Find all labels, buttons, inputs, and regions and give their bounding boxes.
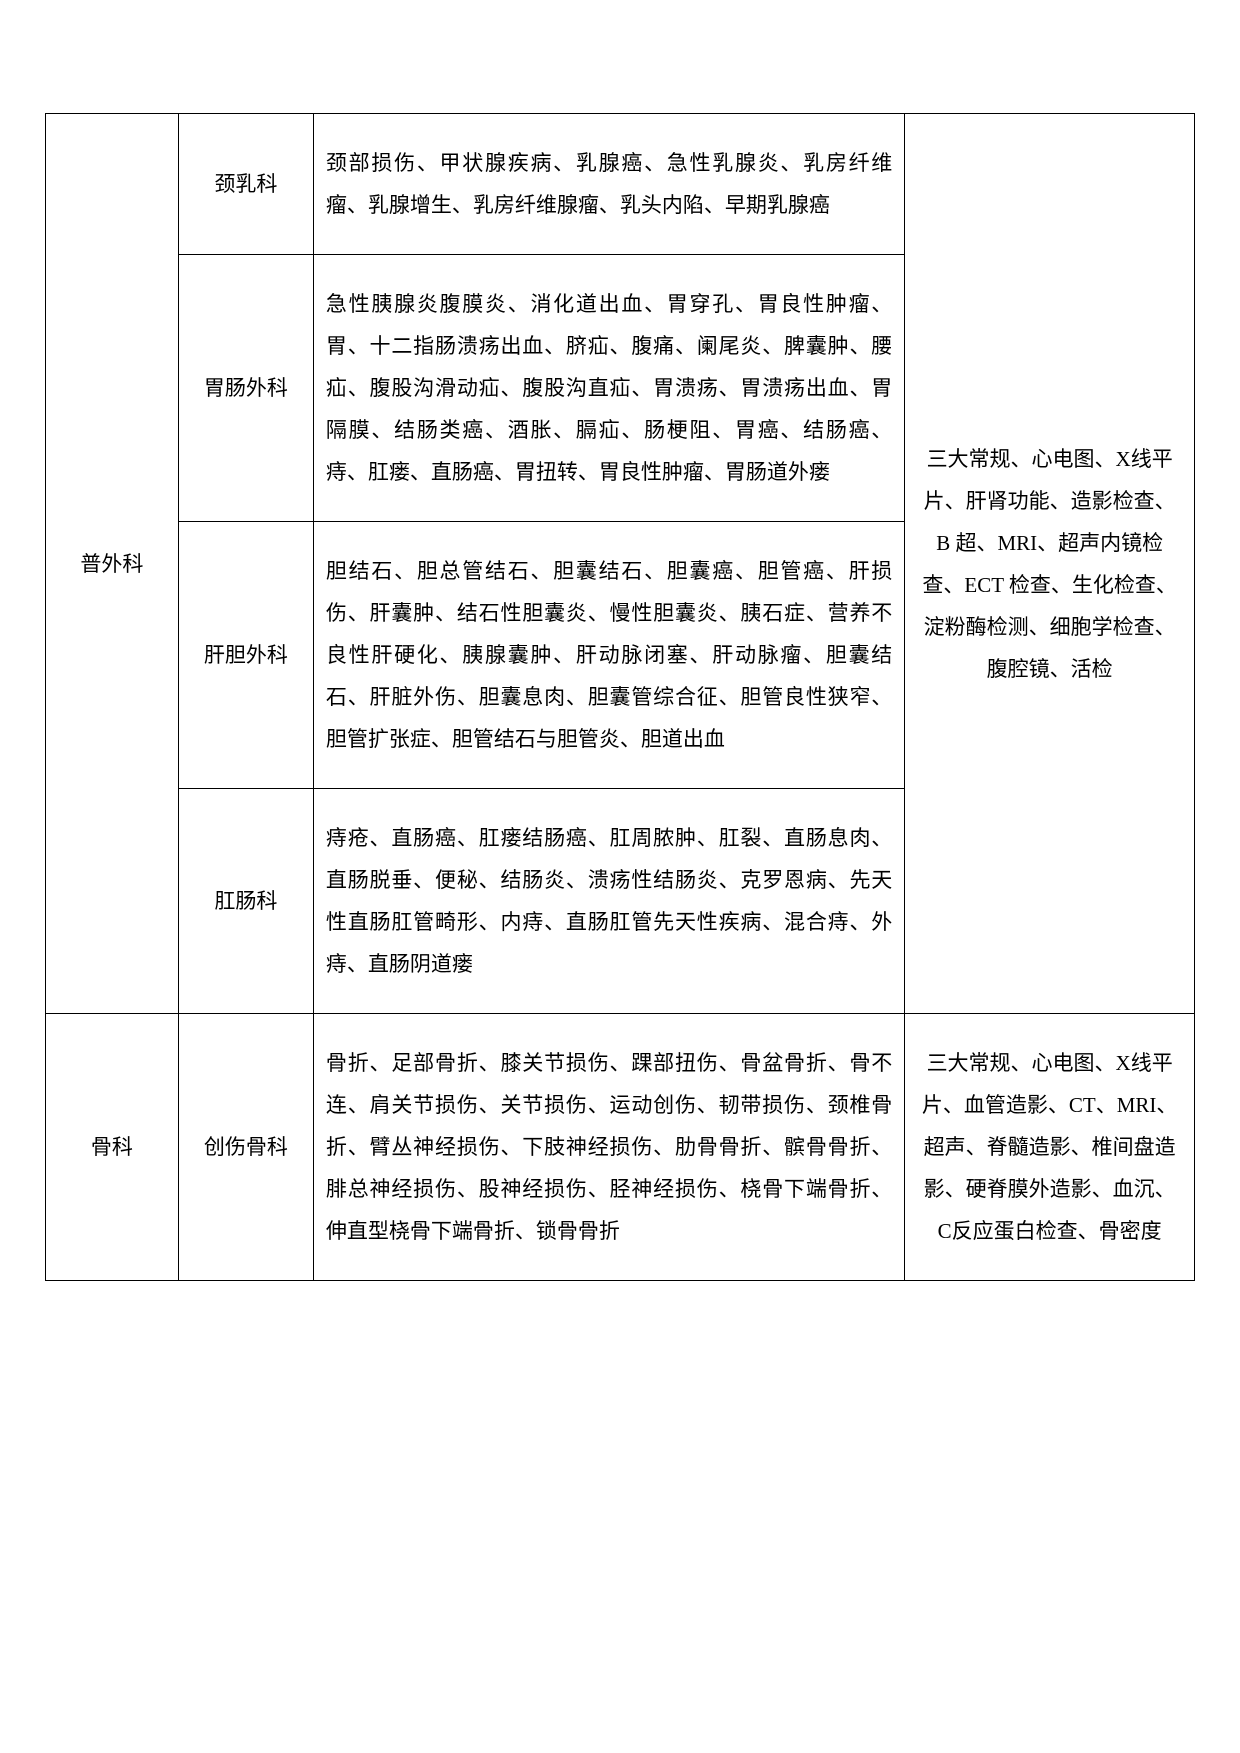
exams-cell: 三大常规、心电图、X线平片、肝肾功能、造影检查、B 超、MRI、超声内镜检查、E… xyxy=(905,114,1195,1014)
dept-cell: 骨科 xyxy=(46,1014,179,1281)
table-row: 骨科 创伤骨科 骨折、足部骨折、膝关节损伤、踝部扭伤、骨盆骨折、骨不连、肩关节损… xyxy=(46,1014,1195,1281)
table-row: 普外科 颈乳科 颈部损伤、甲状腺疾病、乳腺癌、急性乳腺炎、乳房纤维瘤、乳腺增生、… xyxy=(46,114,1195,255)
dept-cell: 普外科 xyxy=(46,114,179,1014)
diseases-cell: 痔疮、直肠癌、肛瘘结肠癌、肛周脓肿、肛裂、直肠息肉、直肠脱垂、便秘、结肠炎、溃疡… xyxy=(313,789,904,1014)
subdept-cell: 肛肠科 xyxy=(178,789,313,1014)
subdept-cell: 颈乳科 xyxy=(178,114,313,255)
subdept-cell: 胃肠外科 xyxy=(178,255,313,522)
subdept-cell: 肝胆外科 xyxy=(178,522,313,789)
subdept-cell: 创伤骨科 xyxy=(178,1014,313,1281)
diseases-cell: 胆结石、胆总管结石、胆囊结石、胆囊癌、胆管癌、肝损伤、肝囊肿、结石性胆囊炎、慢性… xyxy=(313,522,904,789)
diseases-cell: 骨折、足部骨折、膝关节损伤、踝部扭伤、骨盆骨折、骨不连、肩关节损伤、关节损伤、运… xyxy=(313,1014,904,1281)
diseases-cell: 急性胰腺炎腹膜炎、消化道出血、胃穿孔、胃良性肿瘤、胃、十二指肠溃疡出血、脐疝、腹… xyxy=(313,255,904,522)
medical-department-table: 普外科 颈乳科 颈部损伤、甲状腺疾病、乳腺癌、急性乳腺炎、乳房纤维瘤、乳腺增生、… xyxy=(45,113,1195,1281)
exams-cell: 三大常规、心电图、X线平片、血管造影、CT、MRI、超声、脊髓造影、椎间盘造影、… xyxy=(905,1014,1195,1281)
diseases-cell: 颈部损伤、甲状腺疾病、乳腺癌、急性乳腺炎、乳房纤维瘤、乳腺增生、乳房纤维腺瘤、乳… xyxy=(313,114,904,255)
